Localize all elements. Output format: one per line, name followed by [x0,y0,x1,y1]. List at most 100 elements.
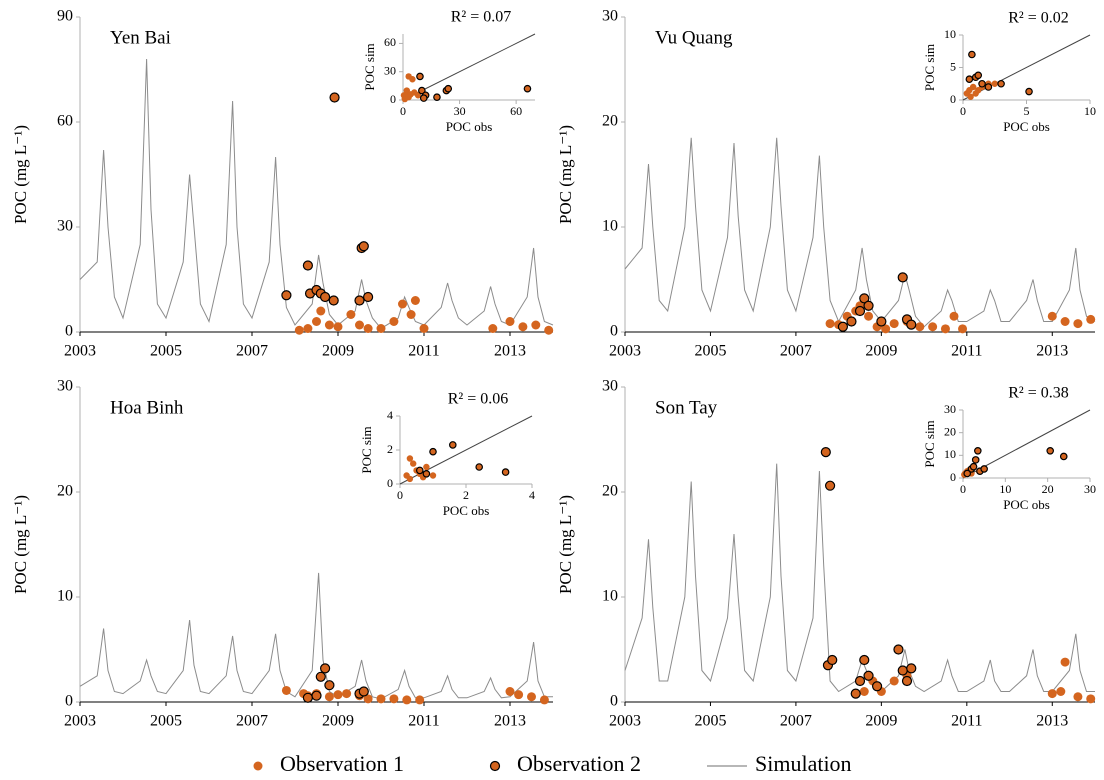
x-tick-label: 2011 [951,713,982,730]
observation-point [971,456,980,464]
observation-point [333,690,343,700]
observation-point [1025,87,1033,96]
observation-point [406,310,416,319]
observation-point [281,685,291,695]
y-tick-label: 2 [387,442,393,456]
observation-point [949,311,959,321]
observation-point [302,260,313,271]
observation-point [333,322,343,332]
observation-point [514,690,524,700]
y-tick-label: 90 [57,8,73,25]
x-tick-label: 2011 [951,343,982,360]
x-tick-label: 2005 [150,713,182,730]
observation-point [329,92,340,103]
observation-point [527,692,536,702]
observation-point [974,71,983,80]
legend-marker [253,761,263,771]
observation-point [1086,314,1096,324]
observation-point [406,475,414,483]
x-tick-label: 2003 [609,713,641,730]
observation-point [342,689,352,699]
observation-point [846,316,857,327]
x-tick-label: 2013 [494,343,526,360]
y-tick-label: 20 [944,424,956,438]
observation-point [928,322,938,332]
observation-point [389,694,399,704]
x-tick-label: 2013 [494,713,526,730]
y-axis-label: POC (mg L⁻¹) [11,125,30,224]
y-tick-label: 0 [950,92,956,106]
observation-point [354,295,365,306]
x-tick-label: 30 [1084,482,1096,496]
inset-title: R² = 0.06 [448,391,509,408]
observation-point [294,325,304,335]
observation-point [984,83,993,91]
observation-point [419,324,429,333]
observation-point [402,695,412,705]
observation-point [405,93,412,101]
observation-point [901,675,913,687]
x-tick-label: 0 [397,488,403,502]
simulation-line [624,137,1096,328]
observation-point [302,692,313,703]
inset-x-label: POC obs [443,503,490,518]
observation-point [423,463,430,471]
x-tick-label: 2011 [408,713,439,730]
inset-title: R² = 0.38 [1008,385,1069,402]
observation-point [518,322,528,332]
observation-point [897,272,908,283]
observation-point [324,692,334,702]
observation-point [539,695,549,705]
observation-point [881,324,891,334]
inset-y-label: POC sim [359,426,374,473]
observation-point [1056,687,1066,696]
observation-point [876,316,887,327]
observation-point [1073,692,1083,702]
observation-point [969,83,977,91]
observation-point [324,680,335,691]
y-axis-label: POC (mg L⁻¹) [556,125,575,224]
y-tick-label: 10 [602,588,618,605]
x-tick-label: 2007 [780,343,812,360]
observation-point [889,676,899,686]
x-tick-label: 0 [960,482,966,496]
y-tick-label: 10 [944,447,956,461]
observation-point [969,462,978,471]
observation-point [963,469,972,478]
observation-point [501,468,510,476]
y-tick-label: 20 [602,113,618,130]
observation-point [974,446,982,455]
observation-point [320,291,331,303]
observation-point [965,75,974,84]
legend-label: Simulation [755,751,852,776]
x-tick-label: 60 [510,104,522,118]
observation-point [967,93,974,100]
panel-title: Vu Quang [655,27,733,48]
y-tick-label: 30 [602,8,618,25]
observation-point [444,84,453,93]
observation-point [355,320,364,330]
x-tick-label: 0 [960,104,966,118]
observation-point [429,447,437,456]
x-tick-label: 20 [1042,482,1054,496]
observation-point [315,671,326,682]
observation-point [363,324,373,333]
y-tick-label: 20 [57,483,73,500]
observation-point [281,290,292,301]
panel-title: Yen Bai [110,27,171,48]
observation-point [871,681,883,692]
y-tick-label: 0 [610,323,618,340]
observation-point [997,79,1005,88]
observation-point [410,460,417,467]
observation-point [406,455,414,462]
y-axis-label: POC (mg L⁻¹) [11,495,30,594]
x-tick-label: 2009 [865,343,897,360]
observation-point [1060,317,1070,326]
observation-point [906,663,917,674]
y-tick-label: 60 [384,35,396,49]
inset-y-label: POC sim [922,44,937,91]
observation-point [859,293,870,304]
x-tick-label: 5 [1024,104,1030,118]
observation-point [422,469,431,478]
x-tick-label: 2005 [694,713,726,730]
